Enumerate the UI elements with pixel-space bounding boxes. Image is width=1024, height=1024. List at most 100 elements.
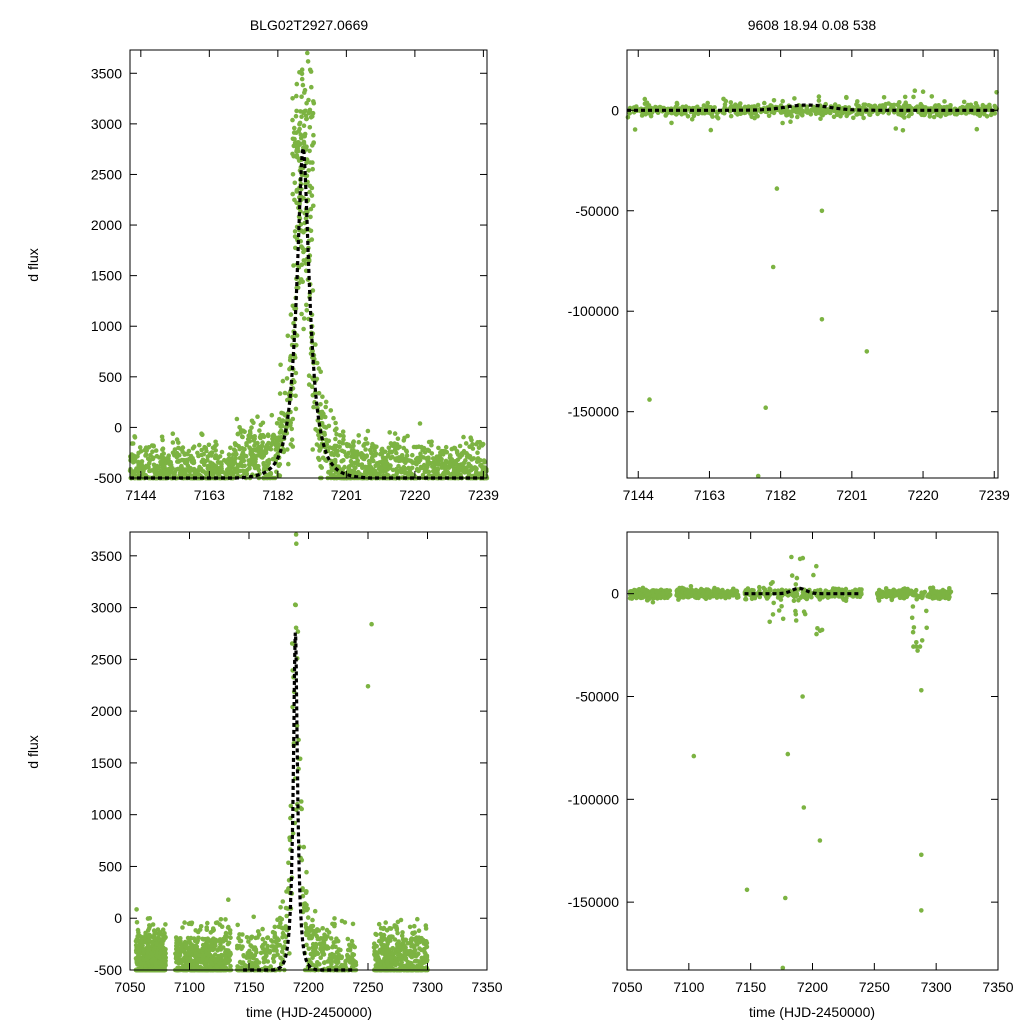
outlier-point [647,397,652,402]
outlier-point [864,349,870,354]
data-point [324,944,330,949]
data-point [294,541,299,546]
data-point [202,462,207,468]
data-point [402,937,407,943]
data-point [203,471,209,476]
data-point [164,470,169,476]
data-point [332,916,337,921]
y-tick-label: 3000 [91,116,122,132]
data-point [349,938,355,944]
data-point [237,938,243,944]
data-point [303,930,309,935]
data-point [223,948,228,953]
data-point [193,468,198,474]
data-point [301,123,307,128]
data-point [141,468,146,474]
data-point [170,440,176,445]
data-point [135,454,140,459]
data-point [247,445,252,451]
data-point [294,81,300,87]
data-point [174,952,180,958]
data-point [452,446,458,451]
data-point [187,938,192,944]
axis-ticks: 7144 7163 7182 7201 7220 7239-150000-100000-5… [568,50,1010,503]
data-point [307,67,313,73]
y-tick-label: 1000 [91,807,122,823]
data-point [387,430,393,435]
x-tick-label: 7200 [293,979,324,995]
data-point [129,441,135,446]
data-point [411,931,416,937]
data-point [414,461,419,467]
data-point [789,109,795,114]
data-point [306,168,312,173]
y-tick-label: 0 [114,419,122,435]
data-point [137,445,143,450]
data-point [346,450,351,456]
data-point [299,799,304,804]
data-point [239,446,245,451]
data-point [414,958,419,963]
outlier-point [819,208,825,214]
data-point [153,936,159,942]
data-point [280,935,285,940]
data-point [266,472,272,477]
data-point [319,944,324,949]
data-point [385,940,391,945]
data-point [416,444,422,450]
data-point [326,438,332,444]
data-point [808,112,814,117]
data-point [344,454,350,459]
data-point [143,930,148,936]
data-point [163,934,168,940]
data-point [789,113,794,118]
data-point [299,76,305,82]
data-point [163,947,168,952]
data-point [426,439,432,445]
data-point [190,446,196,451]
data-point [269,944,275,949]
y-tick-label: 500 [99,858,123,874]
data-point [409,961,414,966]
data-point [344,441,349,447]
data-point [319,465,325,470]
data-point [372,471,377,476]
data-point [133,468,138,473]
data-point [209,947,215,952]
data-point [685,114,691,119]
panel-bottom-right: time (HJD-2450000) 7050 7100 7150 7200 7250 7… [568,531,1014,1020]
data-point [160,437,165,443]
x-tick-label: 7220 [399,487,430,503]
data-point [255,453,260,458]
data-point [454,462,460,467]
data-point [317,448,322,453]
data-point [304,869,309,875]
data-point [323,399,329,405]
y-tick-label: 1500 [91,268,122,284]
data-point [202,945,207,950]
data-point [408,458,413,464]
data-point [446,460,452,465]
data-point [310,114,315,119]
data-point [295,285,301,290]
plot-area [127,50,490,481]
data-point [176,936,181,942]
data-point [237,959,243,965]
data-point [168,465,173,471]
data-point [416,468,421,474]
data-point [378,451,383,457]
data-point [443,470,449,476]
data-point [419,935,424,941]
data-point [150,958,155,963]
x-tick-label: 7250 [352,979,383,995]
data-point [457,443,463,449]
data-point [311,203,316,209]
data-point [910,629,916,635]
data-point [225,925,231,930]
x-tick-label: 7239 [979,487,1010,503]
data-point [334,432,339,437]
data-point [130,471,135,476]
data-point [877,103,883,109]
data-point [862,102,868,107]
data-point [146,445,152,450]
